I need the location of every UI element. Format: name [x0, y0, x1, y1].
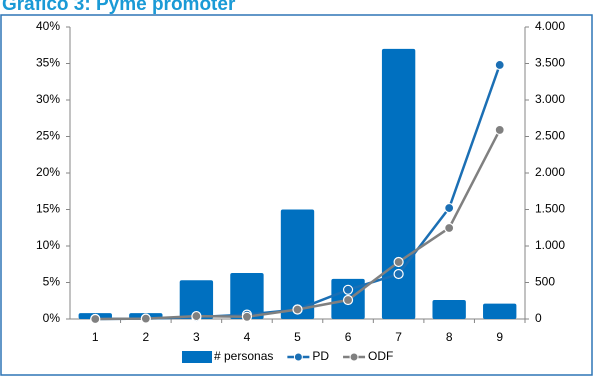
y-tick-label: 35% [36, 56, 60, 70]
marker [393, 256, 404, 268]
x-tick-label: 7 [395, 330, 402, 344]
y-tick-label: 0% [43, 311, 61, 325]
y-tick-label: 5% [43, 275, 61, 289]
legend-label: ODF [368, 349, 393, 363]
y2-tick-label: 500 [535, 275, 555, 289]
marker [444, 222, 455, 234]
marker [292, 304, 303, 315]
bar [381, 48, 416, 320]
y-tick-label: 25% [36, 129, 60, 143]
y-tick-label: 30% [36, 92, 60, 106]
bar [230, 273, 264, 319]
bar [280, 209, 315, 319]
x-tick-label: 6 [345, 330, 352, 344]
bar [432, 300, 466, 319]
y-tick-label: 40% [36, 19, 60, 33]
x-tick-label: 2 [142, 330, 149, 344]
marker [444, 202, 455, 214]
y2-tick-label: 1.000 [535, 238, 565, 252]
x-tick-label: 5 [294, 330, 301, 344]
bar [483, 303, 517, 319]
x-tick-label: 3 [193, 330, 200, 344]
y2-tick-label: 1.500 [535, 202, 565, 216]
y2-tick-label: 2.000 [535, 165, 565, 179]
marker [342, 294, 354, 306]
marker [494, 124, 505, 136]
y2-tick-label: 3.000 [535, 92, 565, 106]
legend-label: # personas [214, 349, 273, 363]
legend-swatch [182, 351, 212, 363]
x-tick-label: 1 [92, 330, 99, 344]
y2-tick-label: 4.000 [535, 19, 565, 33]
marker [241, 311, 253, 322]
marker [191, 310, 202, 322]
y-tick-label: 10% [36, 238, 60, 252]
marker [494, 59, 505, 71]
legend-label: PD [312, 349, 329, 363]
x-tick-label: 9 [496, 330, 503, 344]
legend-marker [349, 352, 359, 362]
y-tick-label: 20% [36, 165, 60, 179]
chart-frame [0, 14, 593, 376]
chart-title: Gráfico 3: Pyme promoter [2, 0, 236, 15]
marker [140, 313, 151, 324]
marker [393, 268, 404, 280]
bar [179, 280, 214, 319]
y2-tick-label: 3.500 [535, 56, 565, 70]
marker [90, 313, 101, 325]
marker [342, 284, 354, 295]
y-tick-label: 15% [36, 202, 60, 216]
y2-tick-label: 0 [535, 311, 542, 325]
x-tick-label: 4 [244, 330, 251, 344]
y2-tick-label: 2.500 [535, 129, 565, 143]
legend-marker [293, 352, 303, 362]
x-tick-label: 8 [446, 330, 453, 344]
